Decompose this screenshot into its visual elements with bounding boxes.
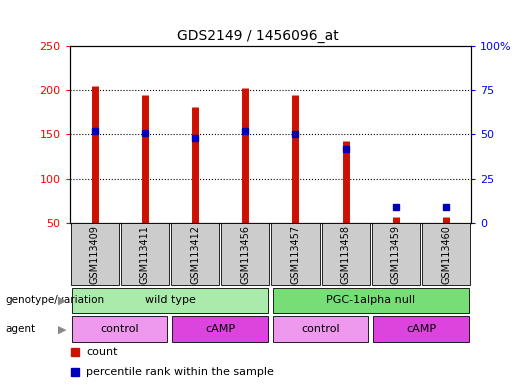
Text: GSM113412: GSM113412 <box>190 225 200 284</box>
Text: genotype/variation: genotype/variation <box>5 295 104 306</box>
Text: control: control <box>301 324 340 334</box>
Bar <box>171 223 219 285</box>
Text: cAMP: cAMP <box>205 324 235 334</box>
Bar <box>121 223 169 285</box>
Bar <box>173 316 268 342</box>
Bar <box>273 288 469 313</box>
Text: ▶: ▶ <box>58 324 66 334</box>
Text: percentile rank within the sample: percentile rank within the sample <box>87 367 274 377</box>
Bar <box>373 316 469 342</box>
Text: PGC-1alpha null: PGC-1alpha null <box>326 295 416 306</box>
Bar <box>273 316 368 342</box>
Bar <box>72 316 167 342</box>
Text: wild type: wild type <box>145 295 195 306</box>
Text: ▶: ▶ <box>58 295 66 306</box>
Text: GSM113460: GSM113460 <box>441 225 451 284</box>
Text: cAMP: cAMP <box>406 324 436 334</box>
Text: agent: agent <box>5 324 35 334</box>
Bar <box>72 288 268 313</box>
Bar <box>71 223 119 285</box>
Text: GDS2149 / 1456096_at: GDS2149 / 1456096_at <box>177 30 338 43</box>
Bar <box>271 223 320 285</box>
Text: GSM113459: GSM113459 <box>391 225 401 284</box>
Text: GSM113456: GSM113456 <box>241 225 250 284</box>
Text: control: control <box>100 324 139 334</box>
Text: count: count <box>87 347 118 357</box>
Bar <box>321 223 370 285</box>
Text: GSM113411: GSM113411 <box>140 225 150 284</box>
Bar <box>422 223 470 285</box>
Bar <box>221 223 269 285</box>
Text: GSM113409: GSM113409 <box>90 225 99 284</box>
Text: GSM113457: GSM113457 <box>290 225 300 284</box>
Text: GSM113458: GSM113458 <box>341 225 351 284</box>
Bar <box>372 223 420 285</box>
